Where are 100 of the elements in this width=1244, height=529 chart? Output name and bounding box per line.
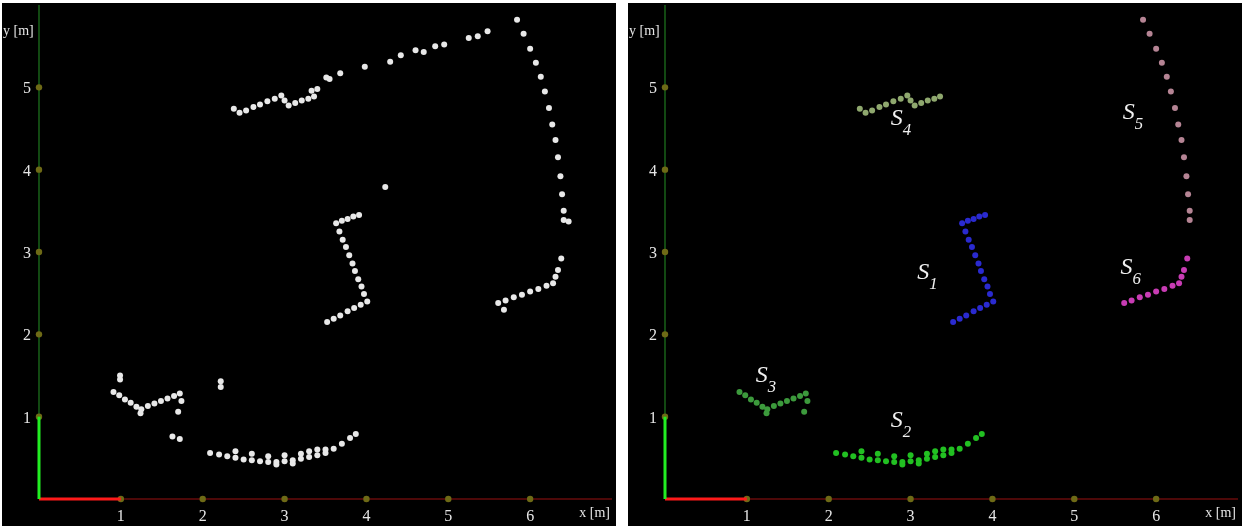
x-tick-label: 4: [988, 507, 997, 524]
x-tick-label: 4: [362, 507, 371, 524]
point: [956, 445, 963, 452]
point: [1178, 273, 1185, 280]
point: [959, 220, 966, 227]
point: [923, 450, 930, 457]
point: [990, 298, 997, 305]
y-tick-label: 4: [23, 161, 31, 179]
point: [1185, 191, 1192, 198]
point: [1161, 286, 1168, 293]
series-label: S$_{2}$: [890, 405, 912, 441]
point: [891, 453, 898, 460]
point: [1176, 280, 1183, 287]
point: [940, 446, 947, 453]
point: [977, 304, 984, 311]
y-tick-label: 3: [649, 244, 657, 261]
point: [1175, 121, 1182, 128]
point: [973, 435, 980, 442]
point: [1140, 16, 1147, 23]
point: [937, 93, 944, 100]
y-axis-title: y [m]: [629, 23, 660, 38]
x-tick-label: 1: [116, 507, 125, 524]
point: [790, 395, 797, 402]
y-axis-title: y [m]: [3, 23, 34, 38]
point: [1121, 300, 1128, 307]
series-label: S$_{6}$: [1120, 253, 1142, 288]
y-tick-label: 4: [649, 161, 657, 179]
point: [1158, 59, 1165, 66]
point: [904, 92, 911, 99]
point: [983, 301, 990, 308]
series-label: S$_{5}$: [1122, 97, 1144, 133]
point: [907, 458, 914, 465]
series-label: S$_{1}$: [917, 257, 938, 293]
x-tick-label: 2: [198, 507, 207, 524]
point: [801, 408, 808, 415]
point: [984, 283, 991, 290]
point: [777, 400, 784, 407]
y-tick-label: 2: [649, 326, 657, 344]
point: [965, 236, 972, 243]
point: [1144, 291, 1151, 298]
point: [1180, 267, 1187, 274]
x-tick-label: 5: [1070, 507, 1079, 524]
point: [883, 101, 890, 108]
x-tick-label: 6: [526, 507, 535, 524]
point: [876, 104, 883, 111]
point: [763, 410, 770, 417]
x-tick-label: 3: [280, 507, 289, 524]
x-tick-label: 1: [742, 507, 751, 524]
point: [783, 398, 790, 405]
point: [770, 402, 777, 409]
point: [753, 399, 760, 406]
point: [975, 260, 982, 267]
point: [968, 244, 975, 251]
y-tick-label: 1: [649, 408, 657, 426]
point: [747, 396, 754, 403]
y-tick-label: 5: [649, 79, 657, 97]
y-tick-label: 1: [23, 408, 31, 426]
point: [883, 458, 890, 465]
point: [962, 228, 969, 235]
y-tick-label: 3: [23, 244, 31, 261]
point: [918, 99, 925, 106]
point: [1178, 137, 1185, 144]
point: [970, 308, 977, 315]
point: [869, 107, 876, 114]
point: [977, 267, 984, 274]
point: [842, 451, 849, 458]
point: [891, 458, 898, 465]
point: [804, 398, 811, 405]
point: [833, 449, 840, 456]
point: [1153, 288, 1160, 295]
point: [1128, 297, 1135, 304]
point: [986, 290, 993, 297]
point: [978, 430, 985, 437]
point: [1186, 207, 1193, 214]
point: [972, 252, 979, 259]
x-axis-title: x [m]: [579, 505, 610, 520]
point: [897, 95, 904, 102]
point: [890, 98, 897, 105]
point: [981, 276, 988, 283]
point: [970, 216, 977, 223]
point: [956, 315, 963, 322]
point: [858, 454, 865, 461]
x-axis-title: x [m]: [1205, 505, 1236, 520]
point: [907, 452, 914, 459]
series-label: S$_{3}$: [755, 361, 777, 396]
point: [1180, 154, 1187, 161]
point: [907, 97, 914, 104]
point: [742, 392, 749, 399]
x-tick-label: 5: [444, 507, 453, 524]
point: [911, 102, 918, 109]
point: [874, 457, 881, 464]
series-label: S$_{4}$: [890, 104, 912, 139]
point: [866, 456, 873, 463]
point: [950, 318, 957, 325]
point: [797, 393, 804, 400]
point: [736, 388, 743, 395]
x-tick-label: 2: [824, 507, 833, 524]
point: [759, 403, 766, 410]
point: [1146, 30, 1153, 37]
point: [924, 97, 931, 104]
